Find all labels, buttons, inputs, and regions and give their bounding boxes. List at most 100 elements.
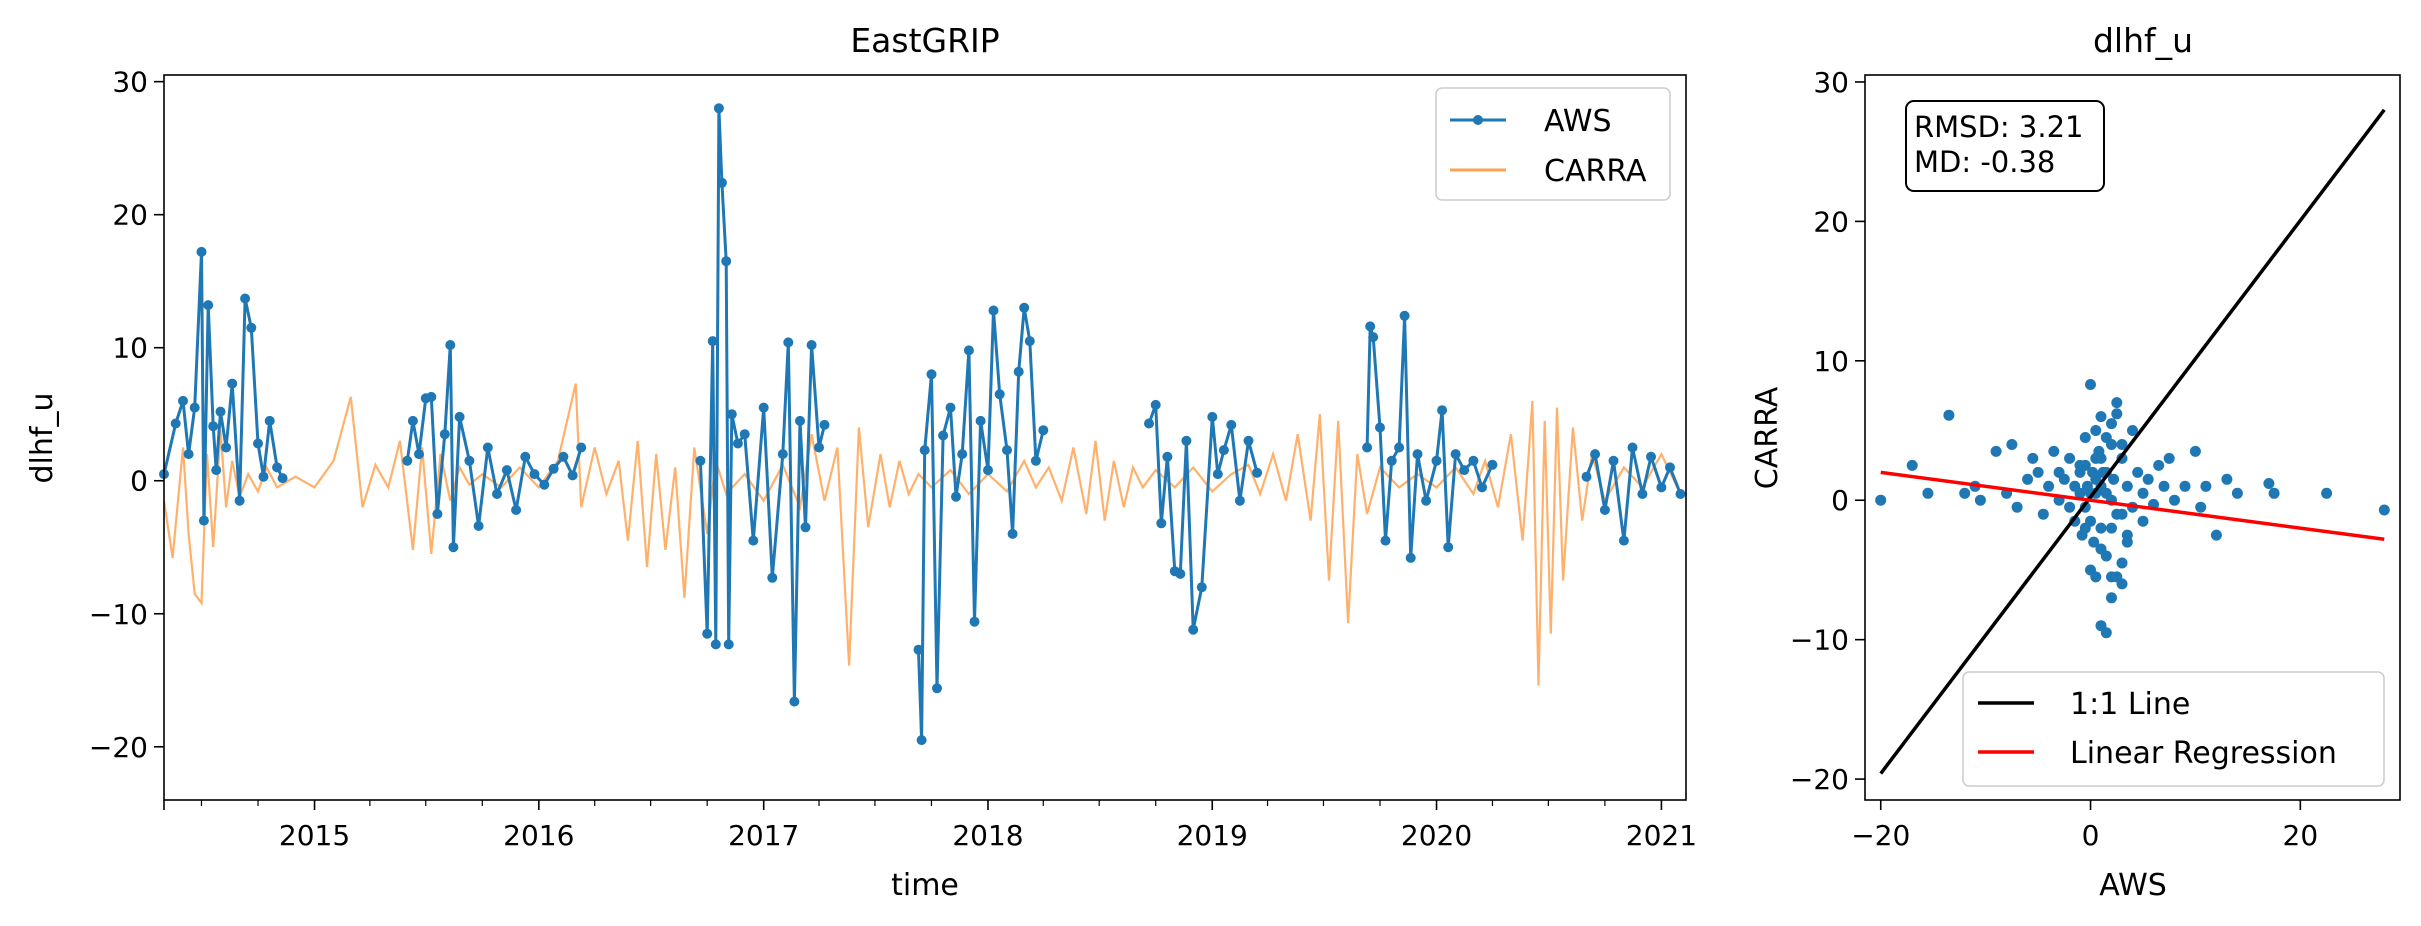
aws-data-point [1399,310,1410,321]
scatter-legend-box [1962,671,2385,787]
scatter-point [2043,480,2055,492]
y-tick-label: −10 [89,598,148,631]
aws-data-point [926,369,937,380]
x-tick-label: 2019 [1177,819,1248,852]
x-tick-label: 2020 [1401,819,1472,852]
scatter-point [2116,439,2128,450]
aws-data-point [919,445,930,456]
scatter-point [2079,432,2091,443]
aws-data-point [1386,455,1397,466]
aws-series-line [698,108,826,702]
aws-data-point [975,415,986,426]
aws-data-point [170,418,181,429]
x-tick-label: 0 [2082,819,2100,852]
scatter-point [2163,452,2175,464]
aws-data-point [454,411,465,422]
aws-data-point [783,337,794,348]
aws-data-point [969,616,980,627]
scatter-point [2231,487,2243,499]
scatter-point [2106,522,2117,534]
aws-data-point [1450,449,1461,460]
scatter-point [2189,445,2201,457]
timeseries-legend-box [1435,87,1671,201]
carra-series-line [162,383,1682,686]
scatter-point [2111,397,2123,409]
x-tick-label: 2017 [728,819,799,852]
aws-data-point [758,402,769,413]
aws-data-point [814,442,824,453]
scatter-point [1922,487,1934,499]
aws-series-line [1365,315,1494,558]
aws-data-point [819,419,830,430]
legend-label-aws: AWS [1544,104,1612,139]
aws-data-point [198,515,209,526]
aws-data-point [777,449,788,460]
aws-data-point [1656,482,1667,493]
aws-data-point [723,639,734,650]
aws-data-point [407,415,418,426]
scatter-point [2137,515,2149,527]
aws-data-point [1038,425,1049,436]
aws-data-point [1487,459,1498,470]
aws-data-point [800,522,811,533]
y-tick-label: 20 [1813,205,1849,238]
aws-data-point [732,438,743,449]
scatter-point [2079,522,2091,534]
aws-data-point [1431,455,1442,466]
aws-data-point [748,535,759,546]
y-tick-label: 0 [1831,484,1849,517]
aws-data-point [1002,445,1012,456]
aws-data-point [1175,568,1186,579]
aws-data-point [448,542,459,553]
aws-data-point [1627,442,1638,453]
aws-data-point [1013,366,1024,377]
aws-data-point [196,246,207,257]
aws-data-point [1030,455,1041,466]
aws-data-point [739,429,750,440]
timeseries-legend: AWS CARRA [1435,87,1671,201]
scatter-plot-area [1875,108,2390,775]
aws-data-point [258,471,269,482]
aws-series-line [1147,404,1259,630]
scatter-point [2378,504,2390,516]
aws-data-point [716,177,727,188]
scatter-point [1959,487,1971,499]
timeseries-x-axis-label: time [891,868,959,903]
aws-data-point [426,391,437,402]
aws-series-line [917,307,1045,741]
aws-data-point [234,495,245,506]
timeseries-x-ticks: 2015 2016 2017 2018 2019 2020 2021 [163,800,1697,852]
x-tick-label: 2015 [279,819,350,852]
aws-data-point [767,572,778,583]
scatter-point [2153,459,2165,471]
scatter-point [2095,543,2107,555]
aws-data-point [1243,435,1254,446]
aws-data-point [1196,582,1207,593]
aws-data-point [189,402,200,413]
aws-data-point [215,406,226,417]
scatter-point [2121,480,2133,492]
aws-data-point [988,305,999,316]
timeseries-axes-frame [163,74,1687,801]
scatter-point [2321,487,2333,499]
scatter-point [2121,536,2133,548]
timeseries-plot-area [159,103,1686,746]
stats-rmsd: RMSD: 3.21 [1914,110,2083,144]
aws-data-point [1368,332,1379,343]
aws-data-point [520,451,531,462]
scatter-point [1875,494,1887,506]
aws-data-point [1421,495,1432,506]
aws-data-point [576,442,587,453]
one-to-one-line [1879,108,2386,775]
scatter-point [1906,459,1918,471]
scatter-point [2127,425,2138,436]
aws-data-point [1019,302,1030,313]
aws-data-point [1144,418,1154,429]
aws-data-point [1380,535,1391,546]
x-tick-label: −20 [1851,819,1910,852]
scatter-point [2095,522,2107,534]
aws-data-point [183,449,194,460]
aws-data-point [710,639,721,650]
legend-label-carra: CARRA [1544,154,1647,189]
aws-data-point [951,491,961,502]
